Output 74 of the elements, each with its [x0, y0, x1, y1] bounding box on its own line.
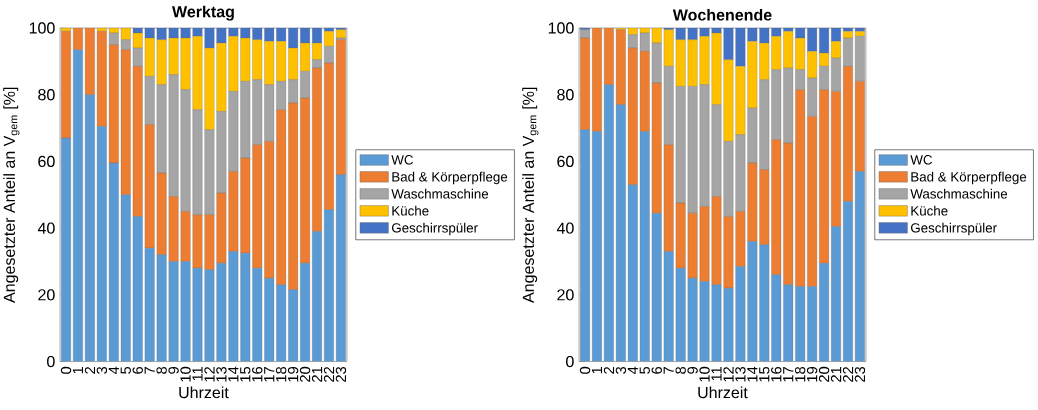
x-tick-label: 1	[591, 367, 603, 374]
x-tick-label: 23	[335, 367, 347, 383]
chart-title: Wochenende	[672, 9, 772, 21]
x-tick-label: 1	[72, 367, 84, 374]
x-tick-label: 6	[651, 367, 662, 374]
y-axis-title: Angesetzter Anteil an V$_{gem}$ [%]	[3, 87, 20, 304]
x-tick-label: 16	[252, 367, 263, 382]
x-tick-label: 6	[132, 367, 143, 374]
x-tick-label: 7	[663, 367, 674, 374]
x-tick-label: 3	[615, 367, 627, 375]
legend-label: Küche	[392, 205, 429, 216]
y-tick-label: 40	[37, 222, 55, 234]
x-tick-label: 15	[240, 367, 251, 382]
x-tick-label: 14	[228, 366, 239, 382]
legend-label: WC	[391, 155, 414, 165]
x-tick-label: 17	[264, 367, 275, 382]
x-tick-label: 20	[299, 367, 311, 383]
x-tick-label: 5	[639, 367, 650, 375]
x-tick-label: 2	[84, 367, 96, 374]
x-tick-label: 22	[323, 367, 335, 383]
legend-label: Waschmaschine	[910, 188, 1008, 199]
x-tick-label: 13	[216, 367, 227, 382]
x-tick-label: 8	[156, 367, 167, 375]
x-tick-label: 3	[96, 367, 108, 375]
x-tick-label: 2	[603, 367, 615, 374]
x-tick-label: 23	[854, 367, 866, 383]
chart-title: Werktag	[172, 5, 234, 21]
x-tick-label: 21	[830, 367, 842, 383]
legend-label: Geschirrspüler	[910, 222, 997, 236]
x-tick-label: 19	[806, 367, 818, 382]
x-tick-label: 9	[168, 367, 179, 374]
x-tick-label: 8	[675, 367, 686, 375]
x-tick-label: 15	[759, 367, 770, 382]
x-tick-label: 4	[627, 366, 638, 375]
y-tick-label: 60	[557, 155, 574, 168]
x-tick-label: 0	[579, 367, 591, 375]
legend-label: Geschirrspüler	[391, 222, 478, 236]
x-tick-label: 18	[794, 367, 806, 382]
x-tick-label: 21	[311, 367, 323, 383]
x-tick-label: 10	[180, 367, 191, 382]
y-tick-label: 60	[38, 155, 55, 168]
y-tick-label: 80	[38, 89, 55, 101]
x-tick-label: 9	[687, 367, 698, 374]
legend-label: Bad & Körperpflege	[911, 171, 1027, 185]
y-tick-label: 40	[556, 222, 574, 234]
legend-label: Waschmaschine	[391, 188, 489, 199]
y-tick-label: 100	[29, 22, 55, 34]
y-axis-title: Angesetzter Anteil an V$_{gem}$ [%]	[522, 87, 539, 304]
legend-label: Küche	[911, 205, 948, 216]
x-tick-label: 13	[735, 367, 746, 382]
legend-label: WC	[910, 155, 933, 165]
x-tick-label: 7	[144, 367, 155, 374]
x-tick-label: 22	[842, 367, 854, 383]
x-tick-label: 16	[771, 367, 782, 382]
y-tick-label: 20	[38, 289, 55, 301]
x-tick-label: 11	[192, 367, 203, 381]
x-tick-label: 5	[120, 367, 131, 375]
x-tick-label: 12	[204, 367, 215, 382]
x-axis-title: Uhrzeit	[698, 386, 748, 399]
y-tick-label: 20	[557, 289, 574, 301]
y-tick-label: 80	[557, 89, 574, 101]
x-tick-label: 14	[747, 366, 758, 382]
x-tick-label: 0	[60, 367, 72, 375]
x-axis-title: Uhrzeit	[179, 386, 229, 399]
x-tick-label: 18	[275, 367, 287, 382]
x-tick-label: 10	[699, 367, 710, 382]
x-tick-label: 17	[783, 367, 794, 382]
x-tick-label: 4	[108, 366, 119, 375]
y-tick-label: 100	[548, 22, 574, 34]
x-tick-label: 19	[287, 367, 299, 382]
x-tick-label: 12	[723, 367, 734, 382]
x-tick-label: 20	[818, 367, 830, 383]
legend-label: Bad & Körperpflege	[392, 171, 508, 185]
x-tick-label: 11	[711, 367, 722, 381]
